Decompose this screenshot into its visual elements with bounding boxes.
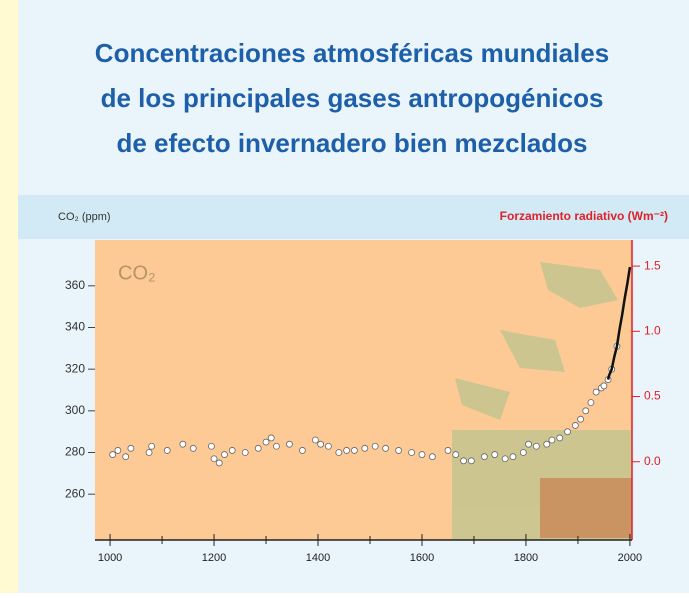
data-point: [221, 452, 227, 458]
x-tick-label: 1800: [514, 552, 538, 564]
data-point: [146, 450, 152, 456]
data-point: [351, 447, 357, 453]
data-point: [164, 447, 170, 453]
y-tick-label: 280: [65, 445, 85, 459]
data-point: [502, 456, 508, 462]
data-point: [481, 454, 487, 460]
y-tick-label: 300: [65, 403, 85, 417]
x-tick-label: 1200: [202, 552, 226, 564]
data-point: [344, 447, 350, 453]
data-point: [510, 454, 516, 460]
data-point: [588, 400, 594, 406]
data-point: [216, 460, 222, 466]
data-point: [336, 450, 342, 456]
data-point: [453, 452, 459, 458]
data-point: [583, 408, 589, 414]
data-point: [492, 452, 498, 458]
data-point: [461, 458, 467, 464]
data-point: [383, 445, 389, 451]
decoration: [540, 478, 632, 538]
data-point: [325, 443, 331, 449]
y2-tick-label: 1.0: [644, 323, 661, 337]
data-point: [549, 437, 555, 443]
y2-tick-label: 0.0: [644, 454, 661, 468]
chart: Concentraciones atmosféricas mundiales d…: [0, 0, 689, 593]
chart-title: de los principales gases antropogénicos: [101, 83, 604, 113]
data-point: [273, 443, 279, 449]
data-point: [312, 437, 318, 443]
data-point: [128, 445, 134, 451]
data-point: [372, 443, 378, 449]
y-tick-label: 340: [65, 320, 85, 334]
data-point: [419, 452, 425, 458]
data-point: [180, 441, 186, 447]
data-point: [565, 429, 571, 435]
data-point: [286, 441, 292, 447]
chart-title: Concentraciones atmosféricas mundiales: [95, 38, 609, 68]
data-point: [268, 435, 274, 441]
data-point: [229, 447, 235, 453]
data-point: [526, 441, 532, 447]
x-tick-label: 2000: [618, 552, 642, 564]
data-point: [468, 458, 474, 464]
y-axis-label: CO₂ (ppm): [58, 211, 111, 223]
panel-label: CO₂: [118, 262, 156, 284]
y-tick-label: 320: [65, 361, 85, 375]
data-point: [263, 439, 269, 445]
data-point: [299, 447, 305, 453]
data-point: [208, 443, 214, 449]
y2-tick-label: 1.5: [644, 258, 661, 272]
data-point: [578, 416, 584, 422]
data-point: [429, 454, 435, 460]
data-point: [572, 422, 578, 428]
data-point: [190, 445, 196, 451]
data-point: [445, 447, 451, 453]
data-point: [593, 389, 599, 395]
data-point: [149, 443, 155, 449]
x-tick-label: 1400: [306, 552, 330, 564]
data-point: [110, 452, 116, 458]
y2-tick-label: 0.5: [644, 389, 661, 403]
y-tick-label: 360: [65, 278, 85, 292]
data-point: [601, 383, 607, 389]
x-tick-label: 1000: [98, 552, 122, 564]
data-point: [242, 450, 248, 456]
data-point: [533, 443, 539, 449]
data-point: [318, 441, 324, 447]
data-point: [520, 450, 526, 456]
data-point: [211, 456, 217, 462]
y2-axis-label: Forzamiento radiativo (Wm⁻²): [500, 209, 668, 223]
data-point: [544, 441, 550, 447]
x-tick-label: 1600: [410, 552, 434, 564]
data-point: [362, 445, 368, 451]
data-point: [123, 454, 129, 460]
data-point: [396, 447, 402, 453]
data-point: [409, 450, 415, 456]
data-point: [255, 445, 261, 451]
data-point: [115, 447, 121, 453]
y-tick-label: 260: [65, 486, 85, 500]
data-point: [557, 435, 563, 441]
chart-title: de efecto invernadero bien mezclados: [116, 128, 587, 158]
